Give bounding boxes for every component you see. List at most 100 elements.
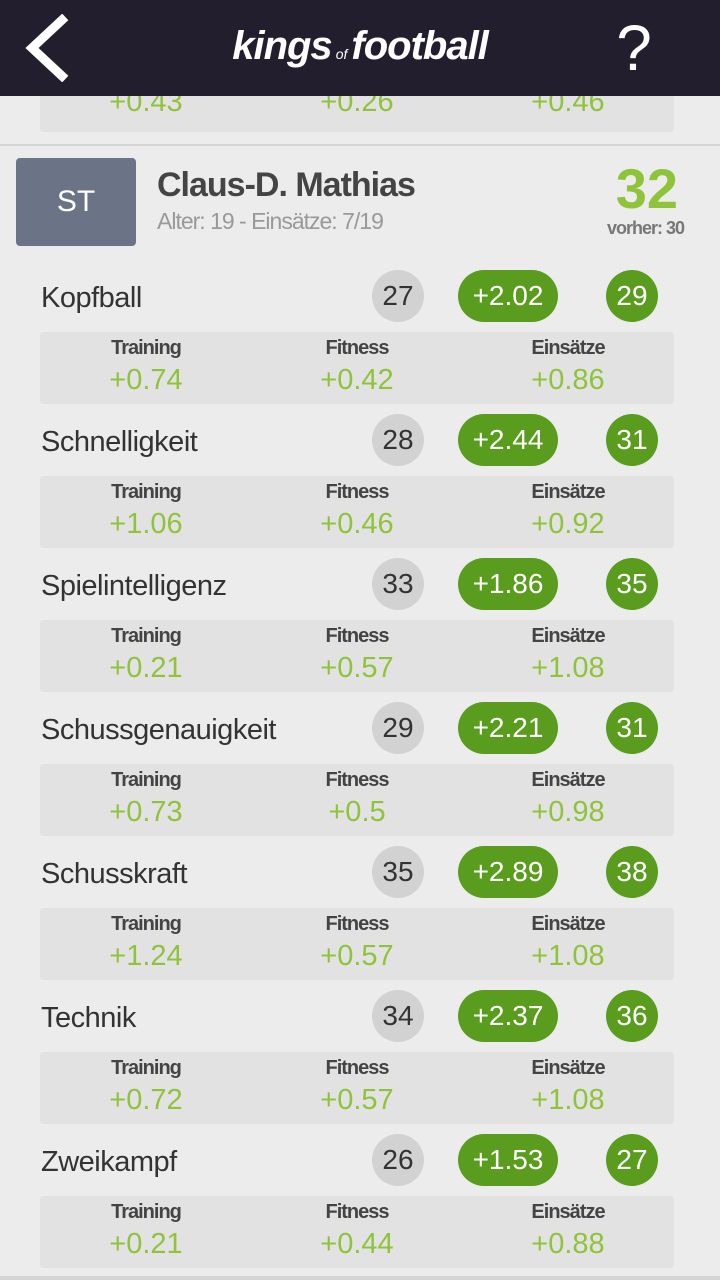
attribute-breakdown: Training +0.72 Fitness +0.57 Einsätze +1… (40, 1052, 674, 1124)
logo-word-of: of (335, 46, 348, 62)
attribute-breakdown: Training +1.06 Fitness +0.46 Einsätze +0… (40, 476, 674, 548)
fitness-label: Fitness (325, 481, 389, 503)
training-col: Training +0.74 (56, 334, 236, 398)
einsaetze-label: Einsätze (531, 1057, 605, 1079)
attribute-new-value: 35 (606, 558, 658, 610)
attribute-gain-badge: +2.37 (458, 990, 558, 1042)
player-name: Claus-D. Mathias (157, 166, 416, 204)
attribute-gain-badge: +2.44 (458, 414, 558, 466)
fitness-value: +0.5 (328, 796, 386, 828)
training-label: Training (111, 913, 182, 935)
attribute-name: Technik (41, 1002, 136, 1034)
attribute-new-value: 31 (606, 702, 658, 754)
fitness-col: Fitness +0.44 (267, 1198, 447, 1262)
fitness-label: Fitness (325, 769, 389, 791)
einsaetze-label: Einsätze (531, 481, 605, 503)
attribute-name: Spielintelligenz (41, 570, 227, 602)
fitness-value: +0.46 (320, 508, 394, 540)
prev-fitness-col: +0.26 (267, 96, 447, 120)
top-bar: kings of football ? (0, 0, 720, 96)
fitness-col: Fitness +0.57 (267, 910, 447, 974)
attribute-breakdown: Training +0.21 Fitness +0.57 Einsätze +1… (40, 620, 674, 692)
attribute-old-value: 26 (372, 1134, 424, 1186)
einsaetze-label: Einsätze (531, 625, 605, 647)
einsaetze-value: +1.08 (531, 1084, 605, 1116)
fitness-col: Fitness +0.57 (267, 1054, 447, 1118)
logo-word-football: football (351, 24, 488, 68)
fitness-value: +0.57 (320, 940, 394, 972)
prev-einsaetze-value: +0.46 (531, 96, 605, 118)
back-button[interactable] (22, 13, 78, 83)
logo-word-kings: kings (232, 24, 332, 68)
training-label: Training (111, 625, 182, 647)
training-value: +0.21 (109, 652, 183, 684)
prev-training-value: +0.43 (109, 96, 183, 118)
training-value: +1.06 (109, 508, 183, 540)
attribute-new-value: 38 (606, 846, 658, 898)
attribute-row-spielintelligenz: Spielintelligenz 33 +1.86 35 Training +0… (0, 558, 720, 702)
fitness-label: Fitness (325, 625, 389, 647)
einsaetze-label: Einsätze (531, 337, 605, 359)
einsaetze-label: Einsätze (531, 769, 605, 791)
training-col: Training +1.24 (56, 910, 236, 974)
training-label: Training (111, 1057, 182, 1079)
attribute-old-value: 27 (372, 270, 424, 322)
training-col: Training +1.06 (56, 478, 236, 542)
training-col: Training +0.21 (56, 622, 236, 686)
prev-training-col: +0.43 (56, 96, 236, 120)
attribute-breakdown: Training +1.24 Fitness +0.57 Einsätze +1… (40, 908, 674, 980)
training-col: Training +0.21 (56, 1198, 236, 1262)
attribute-old-value: 29 (372, 702, 424, 754)
attribute-old-value: 34 (372, 990, 424, 1042)
app-logo: kings of football (0, 24, 720, 69)
fitness-col: Fitness +0.42 (267, 334, 447, 398)
einsaetze-value: +1.08 (531, 652, 605, 684)
einsaetze-col: Einsätze +0.98 (478, 766, 658, 830)
player-rating: 32 (615, 157, 678, 220)
player-meta: Alter: 19 - Einsätze: 7/19 (157, 208, 384, 234)
fitness-label: Fitness (325, 913, 389, 935)
attribute-row-kopfball: Kopfball 27 +2.02 29 Training +0.74 Fitn… (0, 270, 720, 414)
fitness-value: +0.57 (320, 1084, 394, 1116)
attribute-breakdown: Training +0.21 Fitness +0.44 Einsätze +0… (40, 1196, 674, 1268)
player-rating-previous: vorher: 30 (606, 218, 685, 238)
training-value: +0.74 (109, 364, 183, 396)
fitness-value: +0.57 (320, 652, 394, 684)
fitness-col: Fitness +0.57 (267, 622, 447, 686)
fitness-label: Fitness (325, 1201, 389, 1223)
einsaetze-label: Einsätze (531, 1201, 605, 1223)
einsaetze-value: +0.92 (531, 508, 605, 540)
previous-player-breakdown: +0.43 +0.26 +0.46 (40, 96, 674, 132)
attribute-row-technik: Technik 34 +2.37 36 Training +0.72 Fitne… (0, 990, 720, 1134)
attribute-name: Schusskraft (41, 858, 188, 890)
attribute-row-schussgenauigkeit: Schussgenauigkeit 29 +2.21 31 Training +… (0, 702, 720, 846)
training-value: +1.24 (109, 940, 183, 972)
attribute-breakdown: Training +0.73 Fitness +0.5 Einsätze +0.… (40, 764, 674, 836)
attribute-row-zweikampf: Zweikampf 26 +1.53 27 Training +0.21 Fit… (0, 1134, 720, 1278)
attribute-old-value: 28 (372, 414, 424, 466)
training-value: +0.72 (109, 1084, 183, 1116)
attribute-new-value: 29 (606, 270, 658, 322)
training-label: Training (111, 1201, 182, 1223)
fitness-col: Fitness +0.46 (267, 478, 447, 542)
einsaetze-value: +1.08 (531, 940, 605, 972)
fitness-label: Fitness (325, 1057, 389, 1079)
prev-fitness-value: +0.26 (320, 96, 394, 118)
help-button[interactable]: ? (616, 12, 652, 84)
player-card[interactable]: ST Claus-D. Mathias Alter: 19 - Einsätze… (0, 146, 720, 256)
einsaetze-col: Einsätze +1.08 (478, 622, 658, 686)
attribute-gain-badge: +1.53 (458, 1134, 558, 1186)
einsaetze-col: Einsätze +1.08 (478, 1054, 658, 1118)
attribute-new-value: 27 (606, 1134, 658, 1186)
attribute-gain-badge: +2.89 (458, 846, 558, 898)
attribute-gain-badge: +2.02 (458, 270, 558, 322)
attribute-breakdown: Training +0.74 Fitness +0.42 Einsätze +0… (40, 332, 674, 404)
position-badge: ST (16, 158, 136, 246)
attribute-old-value: 33 (372, 558, 424, 610)
fitness-value: +0.42 (320, 364, 394, 396)
training-label: Training (111, 769, 182, 791)
attribute-row-schnelligkeit: Schnelligkeit 28 +2.44 31 Training +1.06… (0, 414, 720, 558)
back-arrow-icon (25, 13, 69, 83)
player-development-list[interactable]: +0.43 +0.26 +0.46 ST Claus-D. Mathias Al… (0, 96, 720, 1280)
training-col: Training +0.73 (56, 766, 236, 830)
